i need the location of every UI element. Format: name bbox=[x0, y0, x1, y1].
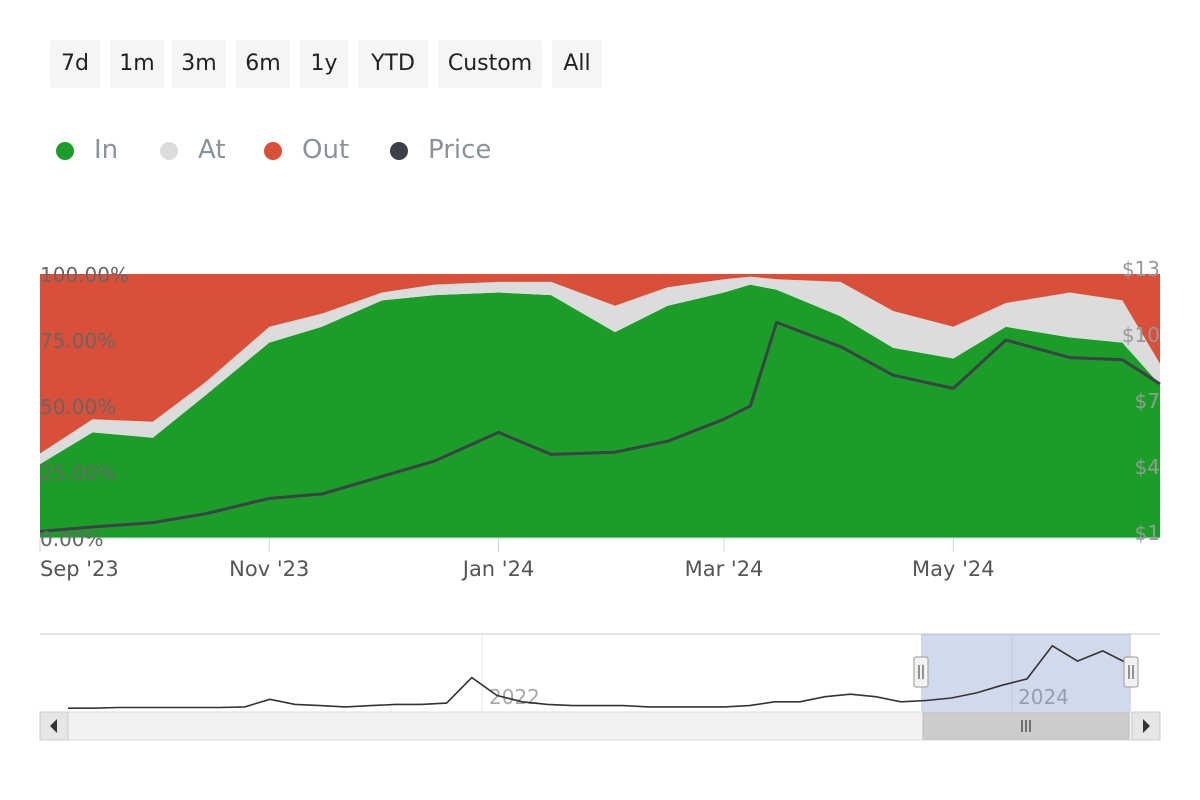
x-tick-label: Sep '23 bbox=[40, 557, 119, 581]
y-right-tick-label: $10 bbox=[1122, 323, 1160, 347]
legend-dot-out-icon bbox=[264, 142, 282, 160]
x-tick-label: May '24 bbox=[912, 557, 995, 581]
legend-item-out[interactable]: Out bbox=[258, 128, 368, 172]
x-tick-label: Nov '23 bbox=[229, 557, 309, 581]
y-right-tick-label: $1 bbox=[1135, 521, 1160, 545]
navigator-year-label: 2024 bbox=[1018, 685, 1069, 709]
legend-label-in: In bbox=[94, 135, 119, 165]
area-series-at bbox=[40, 276, 1160, 465]
x-tick-label: Mar '24 bbox=[685, 557, 764, 581]
y-right-tick-label: $4 bbox=[1135, 455, 1160, 479]
scroll-left-arrow-icon bbox=[50, 719, 57, 733]
scroll-right-arrow-icon bbox=[1143, 719, 1150, 733]
navigator: 2022 2024 bbox=[39, 633, 1161, 741]
y-left-tick-label: 100.00% bbox=[40, 263, 129, 287]
area-series-in bbox=[40, 284, 1160, 538]
y-left-tick-label: 25.00% bbox=[40, 461, 116, 485]
legend-dot-price-icon bbox=[390, 142, 408, 160]
range-button-1y[interactable]: 1y bbox=[300, 40, 348, 88]
main-chart: Sep '23 Nov '23 Jan '24 Mar '24 May '24 0.00%… bbox=[39, 257, 1161, 581]
range-button-7d[interactable]: 7d bbox=[50, 40, 100, 88]
legend-item-at[interactable]: At bbox=[154, 128, 244, 172]
price-line bbox=[39, 320, 1161, 533]
range-button-custom[interactable]: Custom bbox=[438, 40, 542, 88]
legend-label-at: At bbox=[198, 135, 226, 165]
range-button-6m[interactable]: 6m bbox=[236, 40, 290, 88]
navigator-year-label: 2022 bbox=[489, 685, 540, 709]
y-left-tick-label: 75.00% bbox=[40, 329, 116, 353]
legend-dot-in-icon bbox=[56, 142, 74, 160]
legend-label-price: Price bbox=[428, 135, 492, 165]
navigator-handle-right[interactable] bbox=[1123, 656, 1139, 688]
range-button-1m[interactable]: 1m bbox=[110, 40, 164, 88]
y-left-tick-label: 50.00% bbox=[40, 395, 116, 419]
legend-dot-at-icon bbox=[160, 142, 178, 160]
range-button-all[interactable]: All bbox=[552, 40, 602, 88]
range-button-3m[interactable]: 3m bbox=[172, 40, 226, 88]
navigator-price-line bbox=[68, 644, 1129, 709]
area-series-out bbox=[40, 274, 1160, 454]
navigator-handle-left[interactable] bbox=[913, 656, 929, 688]
legend-label-out: Out bbox=[302, 135, 350, 165]
axis-layer: Sep '23 Nov '23 Jan '24 Mar '24 May '24 0.00%… bbox=[39, 257, 1160, 581]
y-right-tick-label: $13 bbox=[1122, 257, 1160, 281]
navigator-layer: 2022 2024 bbox=[39, 633, 1161, 741]
legend-item-in[interactable]: In bbox=[50, 128, 130, 172]
navigator-selection[interactable] bbox=[921, 634, 1131, 712]
price-line-layer bbox=[39, 320, 1161, 533]
y-left-tick-label: 0.00% bbox=[40, 527, 104, 551]
x-tick-label: Jan '24 bbox=[461, 557, 535, 581]
legend-item-price[interactable]: Price bbox=[384, 128, 514, 172]
stacked-area-layer bbox=[40, 274, 1160, 538]
y-right-tick-label: $7 bbox=[1135, 389, 1160, 413]
range-button-ytd[interactable]: YTD bbox=[358, 40, 428, 88]
